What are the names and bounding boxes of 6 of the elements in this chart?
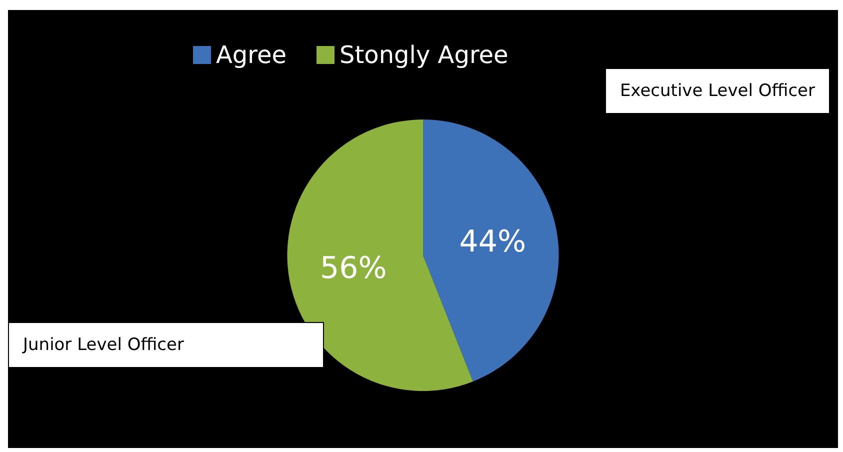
legend-label: Stongly Agree (340, 41, 508, 69)
legend-label: Agree (216, 41, 287, 69)
data-label: 44% (459, 224, 526, 260)
text: Junior Level Officer (8, 322, 324, 368)
text: Executive Level Officer (604, 68, 830, 114)
data-label: 56% (320, 251, 387, 286)
